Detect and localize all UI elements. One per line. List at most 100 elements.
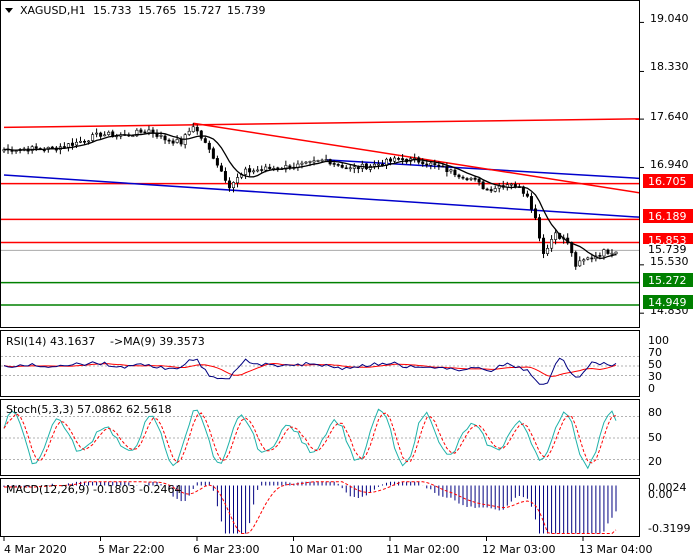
- candle-body: [445, 166, 449, 173]
- candle-body: [30, 146, 34, 151]
- candle-body: [300, 162, 304, 165]
- candle-body: [324, 159, 328, 161]
- stoch-signal-line: [3, 412, 617, 464]
- time-tick: 5 Mar 22:00: [98, 543, 164, 556]
- candle-body: [441, 165, 445, 168]
- time-tick: 12 Mar 03:00: [482, 543, 555, 556]
- candle-body: [485, 188, 489, 191]
- candle-body: [421, 161, 425, 165]
- candle-body: [50, 146, 54, 149]
- candle-body: [610, 252, 614, 255]
- level-box-15853: [643, 233, 693, 247]
- candle-body: [449, 169, 453, 172]
- macd-pane[interactable]: [0, 478, 640, 537]
- candle-body: [264, 166, 268, 171]
- candle-body: [167, 139, 171, 142]
- candle-body: [175, 139, 179, 143]
- candle-body: [223, 171, 227, 181]
- time-tick: 11 Mar 02:00: [386, 543, 459, 556]
- rsi-tick: 70: [648, 346, 662, 359]
- candle-body: [304, 161, 308, 164]
- candle-body: [171, 140, 175, 144]
- candle-body: [537, 217, 541, 239]
- candle-body: [453, 169, 457, 176]
- level-box-15272: [643, 273, 693, 287]
- candle-body: [614, 251, 618, 255]
- rsi-tick: 0: [648, 382, 655, 395]
- candle-body: [533, 208, 537, 219]
- candle-body: [554, 232, 558, 240]
- time-tick: 10 Mar 01:00: [289, 543, 362, 556]
- candle-body: [159, 135, 163, 137]
- candle-body: [70, 142, 74, 146]
- candle-body: [352, 166, 356, 169]
- candle-body: [465, 178, 469, 181]
- candle-body: [79, 140, 83, 143]
- candle-body: [389, 158, 393, 162]
- level-box-16189: [643, 209, 693, 223]
- candle-body: [256, 169, 260, 172]
- candle-body: [195, 126, 199, 132]
- candle-body: [356, 167, 360, 170]
- candle-body: [578, 260, 582, 267]
- level-label-16189: 16.189: [648, 210, 687, 223]
- collapse-arrow-icon[interactable]: [5, 8, 13, 13]
- current-price-label: 15.739: [648, 243, 687, 256]
- candle-body: [139, 129, 143, 133]
- candle-body: [147, 129, 151, 133]
- candle-body: [103, 134, 107, 137]
- trendline: [3, 118, 640, 129]
- candle-body: [219, 165, 223, 172]
- pair-label: XAGUSD,H1: [20, 4, 86, 17]
- time-tick: 13 Mar 04:00: [579, 543, 652, 556]
- rsi-line: [3, 357, 617, 385]
- candle-body: [380, 164, 384, 166]
- candle-body: [493, 188, 497, 192]
- candle-body: [348, 167, 352, 170]
- candle-body: [574, 252, 578, 267]
- candle-body: [34, 146, 38, 149]
- price-pane[interactable]: [0, 0, 640, 328]
- rsi-label: RSI(14) 43.1637: [6, 335, 95, 348]
- stoch-pane[interactable]: [0, 399, 640, 476]
- candle-body: [489, 189, 493, 192]
- level-label-16705: 16.705: [648, 175, 687, 188]
- candle-body: [284, 165, 288, 170]
- price-tick: 17.640: [650, 110, 689, 123]
- candle-body: [99, 132, 103, 137]
- candle-body: [590, 257, 594, 260]
- stoch-tick: 20: [648, 455, 662, 468]
- candle-body: [606, 249, 610, 254]
- stoch-main-line: [3, 408, 617, 470]
- candle-body: [582, 259, 586, 262]
- candle-body: [497, 185, 501, 189]
- candle-body: [42, 149, 46, 152]
- candle-body: [546, 248, 550, 254]
- candle-body: [509, 183, 513, 186]
- candle-body: [393, 157, 397, 162]
- candle-body: [74, 141, 78, 146]
- candle-body: [513, 184, 517, 188]
- candle-body: [316, 160, 320, 162]
- macd-signal-line: [4, 481, 617, 534]
- candle-body: [252, 170, 256, 173]
- candle-body: [372, 163, 376, 167]
- candle-body: [260, 169, 264, 171]
- candle-body: [364, 163, 368, 170]
- candle-body: [87, 140, 91, 143]
- candle-body: [602, 249, 606, 257]
- candle-body: [401, 158, 405, 160]
- candle-body: [135, 129, 139, 137]
- candle-body: [425, 163, 429, 166]
- price-tick: 15.530: [650, 255, 689, 268]
- moving-average-line: [3, 132, 617, 260]
- candle-body: [429, 162, 433, 166]
- candle-body: [187, 130, 191, 135]
- candle-body: [203, 138, 207, 143]
- rsi-tick: 30: [648, 370, 662, 383]
- candle-body: [248, 168, 252, 173]
- high-value: 15.765: [138, 4, 177, 17]
- candle-body: [66, 143, 70, 148]
- rsi-tick: 50: [648, 358, 662, 371]
- candle-body: [473, 177, 477, 180]
